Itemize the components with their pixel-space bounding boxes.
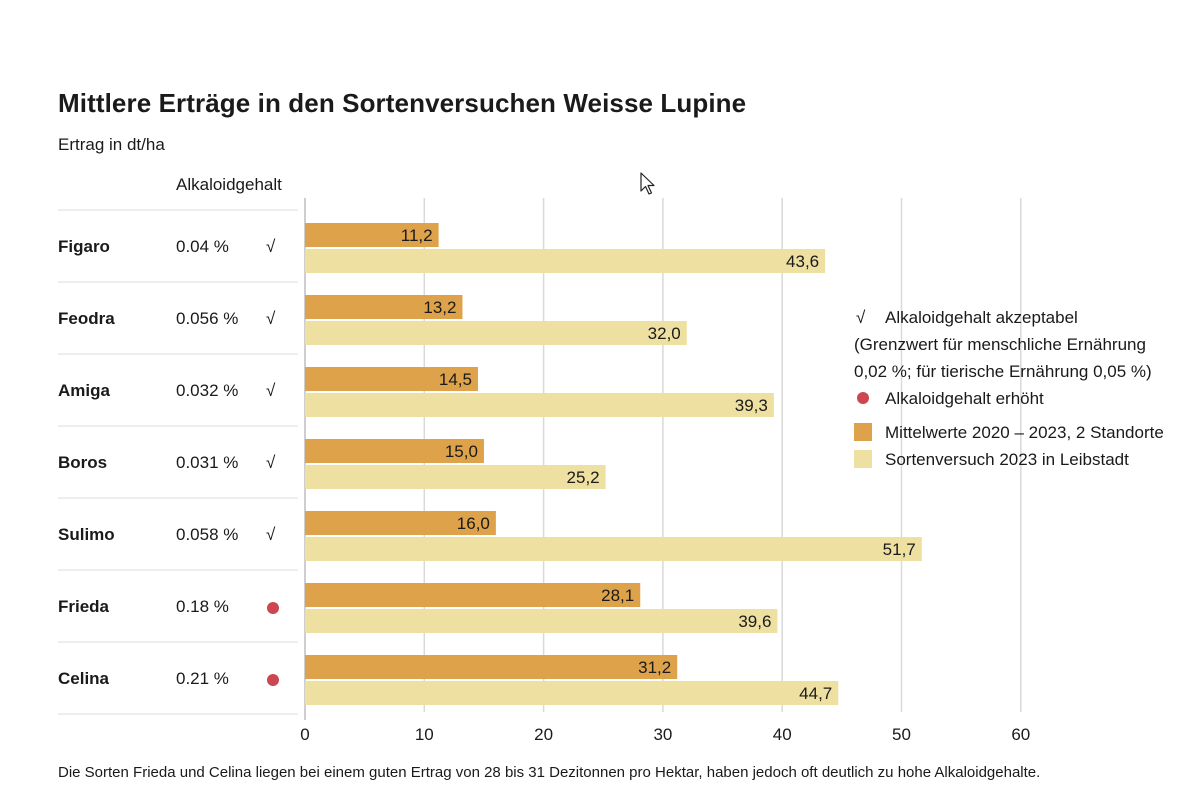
legend-swatch-series-2 xyxy=(854,450,872,468)
bar-value-label: 39,6 xyxy=(738,612,771,631)
check-icon: √ xyxy=(266,525,276,544)
category-label: Amiga xyxy=(58,381,111,400)
alkaloid-value: 0.031 % xyxy=(176,453,238,472)
legend-swatch-series-1 xyxy=(854,423,872,441)
elevated-dot-icon xyxy=(267,674,279,686)
legend-series-2-label: Sortenversuch 2023 in Leibstadt xyxy=(885,450,1129,469)
bar-value-label: 44,7 xyxy=(799,684,832,703)
x-tick-label: 10 xyxy=(415,725,434,744)
bar-value-label: 31,2 xyxy=(638,658,671,677)
bar-series-2 xyxy=(305,609,778,633)
bar-value-label: 14,5 xyxy=(439,370,472,389)
bar-value-label: 51,7 xyxy=(883,540,916,559)
x-tick-label: 50 xyxy=(892,725,911,744)
chart-title: Mittlere Erträge in den Sortenversuchen … xyxy=(58,88,747,118)
bar-value-label: 28,1 xyxy=(601,586,634,605)
category-label: Celina xyxy=(58,669,110,688)
legend-series-2: Sortenversuch 2023 in Leibstadt xyxy=(852,446,1197,473)
bar-series-2 xyxy=(305,681,839,705)
x-tick-label: 40 xyxy=(773,725,792,744)
bar-series-1 xyxy=(305,295,463,319)
x-tick-label: 30 xyxy=(653,725,672,744)
alkaloid-value: 0.032 % xyxy=(176,381,238,400)
category-label: Figaro xyxy=(58,237,110,256)
check-icon: √ xyxy=(266,309,276,328)
x-tick-label: 60 xyxy=(1011,725,1030,744)
bar-series-1 xyxy=(305,655,678,679)
x-tick-label: 0 xyxy=(300,725,309,744)
alkaloid-value: 0.21 % xyxy=(176,669,229,688)
bar-series-2 xyxy=(305,465,606,489)
bar-series-1 xyxy=(305,367,478,391)
legend-series-1: Mittelwerte 2020 – 2023, 2 Standorte xyxy=(852,419,1197,446)
alkaloid-column-header: Alkaloidgehalt xyxy=(176,175,282,194)
category-label: Boros xyxy=(58,453,107,472)
legend-elevated-label: Alkaloidgehalt erhöht xyxy=(885,389,1044,408)
bar-series-2 xyxy=(305,537,922,561)
legend-acceptable: √ Alkaloidgehalt akzeptabel xyxy=(852,304,1197,331)
bar-value-label: 43,6 xyxy=(786,252,819,271)
bar-value-label: 13,2 xyxy=(423,298,456,317)
bar-series-2 xyxy=(305,249,826,273)
bar-series-1 xyxy=(305,223,439,247)
legend-acceptable-note-2: 0,02 %; für tierische Ernährung 0,05 %) xyxy=(854,362,1152,381)
mouse-cursor-icon xyxy=(640,172,655,195)
legend: √ Alkaloidgehalt akzeptabel (Grenzwert f… xyxy=(852,304,1197,473)
bar-value-label: 25,2 xyxy=(567,468,600,487)
check-icon: √ xyxy=(856,308,866,327)
bar-value-label: 15,0 xyxy=(445,442,478,461)
bar-value-label: 39,3 xyxy=(735,396,768,415)
check-icon: √ xyxy=(266,381,276,400)
bar-series-1 xyxy=(305,439,484,463)
check-icon: √ xyxy=(266,453,276,472)
alkaloid-value: 0.056 % xyxy=(176,309,238,328)
category-label: Frieda xyxy=(58,597,110,616)
legend-series-1-label: Mittelwerte 2020 – 2023, 2 Standorte xyxy=(885,423,1164,442)
alkaloid-value: 0.058 % xyxy=(176,525,238,544)
bar-series-2 xyxy=(305,321,687,345)
check-icon: √ xyxy=(266,237,276,256)
red-dot-icon xyxy=(857,392,869,404)
bar-value-label: 11,2 xyxy=(401,226,433,245)
bar-series-2 xyxy=(305,393,774,417)
bar-series-1 xyxy=(305,583,641,607)
bar-value-label: 16,0 xyxy=(457,514,490,533)
bar-series-1 xyxy=(305,511,496,535)
bar-value-label: 32,0 xyxy=(648,324,681,343)
category-label: Feodra xyxy=(58,309,115,328)
x-tick-label: 20 xyxy=(534,725,553,744)
legend-elevated: Alkaloidgehalt erhöht xyxy=(852,385,1197,412)
legend-acceptable-label: Alkaloidgehalt akzeptabel xyxy=(885,308,1078,327)
alkaloid-value: 0.04 % xyxy=(176,237,229,256)
category-label: Sulimo xyxy=(58,525,115,544)
legend-acceptable-note-1: (Grenzwert für menschliche Ernährung xyxy=(854,335,1146,354)
footnote: Die Sorten Frieda und Celina liegen bei … xyxy=(58,764,1041,781)
chart-subtitle: Ertrag in dt/ha xyxy=(58,135,165,154)
elevated-dot-icon xyxy=(267,602,279,614)
alkaloid-value: 0.18 % xyxy=(176,597,229,616)
